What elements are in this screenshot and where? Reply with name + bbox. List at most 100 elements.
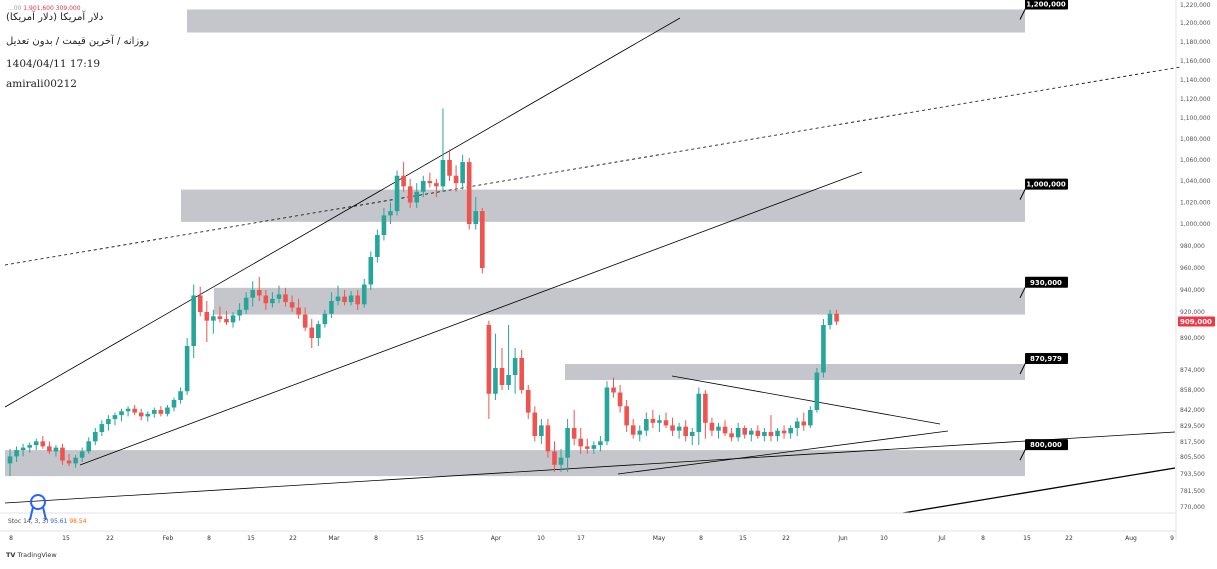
zone-label-text: 800,000: [1030, 441, 1062, 449]
date-tick-label: 8: [9, 535, 13, 542]
price-tick-label: 1,000,000: [1180, 221, 1211, 228]
price-tick-label: 980,000: [1180, 243, 1205, 250]
price-tick-label: 1,020,000: [1180, 200, 1211, 207]
candle-body: [552, 451, 557, 465]
date-tick-label: 22: [1065, 535, 1073, 542]
zone-label-box: [1025, 439, 1068, 451]
candle-body: [617, 392, 623, 407]
candle-body: [742, 428, 748, 435]
price-tick-label: 1,060,000: [1180, 157, 1211, 164]
candle-body: [466, 162, 472, 224]
drawing-tool-icon-stem: [29, 506, 34, 521]
candle-body: [486, 325, 492, 394]
candle-body: [768, 432, 774, 436]
candle-body: [598, 441, 603, 446]
zone-labels-layer: 1,200,000 1,000,000 930,000 870,979 800,000: [1019, 0, 1068, 461]
current-price-text: 909,000: [1180, 318, 1212, 326]
price-tick-label: 793,500: [1180, 471, 1205, 478]
candle-body: [33, 441, 39, 446]
trendline: [671, 375, 941, 425]
candle-body: [473, 211, 479, 224]
date-tick-label: 10: [880, 535, 888, 542]
candle-body: [165, 407, 170, 414]
price-tick-label: 1,220,000: [1180, 2, 1211, 9]
candle-body: [703, 393, 708, 423]
tradingview-logo[interactable]: TV TradingView: [6, 551, 57, 559]
candle-body: [335, 296, 341, 301]
price-tick-label: 805,500: [1180, 454, 1205, 461]
candle-body: [729, 433, 734, 438]
candle-body: [440, 160, 446, 187]
price-tick-label: 1,120,000: [1180, 96, 1211, 103]
candle-body: [781, 430, 787, 434]
candles-layer: [7, 108, 839, 477]
ohlc-value-2: 309,000: [55, 5, 81, 12]
candle-body: [788, 428, 793, 434]
candle-body: [401, 175, 406, 187]
date-tick-label: 17: [577, 535, 585, 542]
candle-body: [119, 411, 124, 416]
zone-rect: [565, 364, 1025, 380]
candle-body: [217, 316, 223, 319]
candle-body: [40, 441, 46, 447]
price-tick-label: 1,200,000: [1180, 20, 1211, 27]
candle-body: [709, 422, 715, 431]
candle-body: [447, 160, 452, 176]
price-tick-label: 1,040,000: [1180, 178, 1211, 185]
candle-body: [197, 295, 203, 312]
candle-body: [14, 450, 19, 457]
author-name: amirali00212: [6, 78, 77, 90]
candle-body: [762, 432, 767, 436]
zone-label-text: 1,200,000: [1026, 1, 1066, 9]
candle-body: [696, 393, 702, 432]
price-tick-label: 1,100,000: [1180, 115, 1211, 122]
date-tick-label: Aug: [1125, 535, 1137, 542]
candle-body: [657, 420, 662, 423]
chart-subtitle: روزانه / آخرین قیمت / بدون تعدیل: [6, 36, 149, 47]
candle-body: [571, 428, 577, 439]
candle-body: [650, 418, 656, 423]
candle-body: [578, 438, 584, 447]
zones-layer: [5, 9, 1025, 477]
stoch-legend[interactable]: Stoc 14, 3, 3) 95.61 98.54: [8, 518, 87, 525]
date-tick-label: 15: [416, 535, 424, 542]
candle-body: [794, 421, 800, 428]
candle-body: [558, 457, 564, 465]
price-tick-label: 960,000: [1180, 265, 1205, 272]
candle-body: [591, 445, 597, 449]
price-tick-label: 874,000: [1180, 367, 1205, 374]
date-tick-label: 15: [247, 535, 255, 542]
date-tick-label: 15: [1023, 535, 1031, 542]
price-tick-label: 920,000: [1180, 309, 1205, 316]
date-tick-label: Feb: [163, 535, 174, 542]
candle-body: [79, 451, 85, 458]
candle-body: [237, 309, 242, 316]
candle-body: [158, 410, 164, 414]
candle-body: [545, 425, 551, 452]
candle-body: [66, 460, 72, 464]
candle-body: [73, 457, 78, 464]
candle-body: [342, 296, 347, 303]
trendline: [4, 66, 1181, 266]
drawing-tool-icon-stem: [42, 506, 47, 521]
candle-body: [178, 391, 183, 400]
trendline: [902, 467, 1176, 514]
date-tick-label: 15: [739, 535, 747, 542]
candle-body: [460, 162, 465, 184]
candle-body: [722, 426, 728, 434]
candle-body: [296, 307, 301, 315]
date-tick-label: 22: [289, 535, 297, 542]
candle-body: [348, 295, 354, 303]
candle-body: [834, 313, 839, 322]
stoch-name: Stoc: [8, 518, 22, 525]
zone-label-text: 1,000,000: [1026, 181, 1066, 189]
candle-body: [532, 412, 538, 436]
candle-body: [670, 425, 675, 431]
tradingview-text: TradingView: [17, 551, 57, 559]
axes-layer: 1,220,000 1,200,000 1,180,000 1,160,000 1,14…: [0, 0, 1215, 542]
date-tick-label: 22: [106, 535, 114, 542]
zone-label-box: [1025, 0, 1068, 10]
candle-body: [624, 406, 629, 426]
